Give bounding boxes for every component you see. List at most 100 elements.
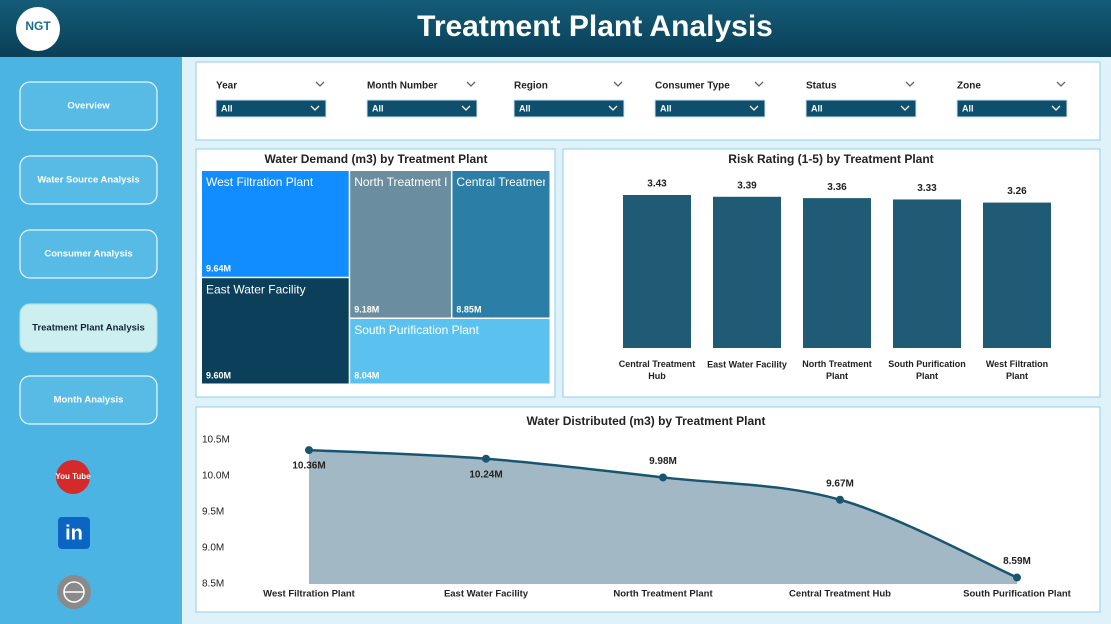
chevron	[1056, 81, 1066, 87]
filter-dropdown[interactable]	[366, 99, 478, 118]
y-tick-label: 9.5M	[202, 507, 224, 518]
chevron	[749, 105, 759, 111]
data-label: 3.43	[647, 179, 667, 190]
data-label: 3.39	[737, 180, 757, 191]
treemap-label: South Purification Plant	[354, 323, 479, 337]
chart-title: Water Distributed (m3) by Treatment Plan…	[527, 414, 766, 428]
x-tick-label: South Purification Plant	[888, 359, 966, 381]
nav-label: Water Source Analysis	[37, 175, 139, 186]
treemap-cell	[350, 319, 550, 384]
data-label: 3.36	[827, 182, 847, 193]
chevron	[905, 81, 915, 87]
treemap-label: East Water Facility	[206, 282, 306, 296]
filter-label: Region	[514, 81, 548, 92]
youtube-text: You Tube	[55, 472, 91, 481]
chevron	[466, 81, 476, 87]
treemap-cell	[202, 278, 349, 384]
chevron	[461, 105, 471, 111]
y-tick-label: 9.0M	[202, 543, 224, 554]
treemap-value: 9.64M	[206, 264, 231, 274]
nav-button[interactable]	[19, 303, 158, 353]
logo-text: NGT	[25, 19, 51, 33]
filter-value: All	[962, 103, 974, 113]
nav-label: Month Analysis	[54, 395, 124, 406]
nav-label: Treatment Plant Analysis	[32, 323, 145, 334]
x-tick-label: Central Treatment Hub	[789, 589, 891, 600]
treemap-cell	[350, 171, 451, 318]
nav-button[interactable]	[19, 229, 158, 279]
filter-dropdown[interactable]	[215, 99, 327, 118]
chevron	[613, 81, 623, 87]
x-tick-label: East Water Facility	[444, 589, 529, 600]
x-tick-label: West Filtration Plant	[263, 589, 356, 600]
filter-label: Status	[806, 81, 837, 92]
data-point	[305, 446, 313, 455]
treemap-label: Central Treatment Hub	[456, 175, 578, 189]
filter-value: All	[221, 103, 233, 113]
bar	[893, 199, 961, 348]
nav-button[interactable]	[19, 81, 158, 131]
chevron	[608, 105, 618, 111]
treemap-label: North Treatment Plant	[354, 175, 472, 189]
filter-panel	[195, 61, 1101, 141]
treemap-value: 8.85M	[456, 304, 481, 314]
data-label: 3.26	[1007, 186, 1027, 197]
chevron	[900, 105, 910, 111]
area-fill	[309, 450, 1017, 584]
data-label: 10.36M	[292, 461, 325, 472]
y-tick-label: 10.5M	[202, 435, 230, 446]
header	[0, 0, 1111, 57]
bar	[623, 195, 691, 348]
filter-label: Year	[216, 81, 237, 92]
filter-value: All	[519, 103, 531, 113]
filter-dropdown[interactable]	[513, 99, 625, 118]
filter-dropdown[interactable]	[956, 99, 1068, 118]
filter-dropdown[interactable]	[805, 99, 917, 118]
data-label: 3.33	[917, 183, 937, 194]
linkedin-icon[interactable]	[58, 517, 90, 549]
chart-title: Risk Rating (1-5) by Treatment Plant	[728, 152, 933, 166]
filter-value: All	[811, 103, 823, 113]
data-label: 9.67M	[826, 478, 854, 489]
treemap-cell	[452, 171, 550, 318]
youtube-icon[interactable]	[56, 460, 90, 494]
y-tick-label: 10.0M	[202, 471, 230, 482]
y-tick-label: 8.5M	[202, 579, 224, 590]
data-label: 10.24M	[469, 469, 502, 480]
bar	[803, 198, 871, 348]
filter-label: Consumer Type	[655, 81, 730, 92]
nav-button[interactable]	[19, 375, 158, 425]
chevron	[315, 81, 325, 87]
data-point	[1013, 573, 1021, 582]
data-point	[836, 495, 844, 504]
filter-value: All	[372, 103, 384, 113]
data-label: 9.98M	[649, 456, 677, 467]
filter-value: All	[660, 103, 672, 113]
filter-label: Month Number	[367, 81, 438, 92]
treemap-cell	[202, 171, 349, 277]
treemap-label: West Filtration Plant	[206, 175, 314, 189]
x-tick-label: North Treatment Plant	[613, 589, 713, 600]
data-point	[482, 454, 490, 463]
bar	[983, 202, 1051, 348]
filter-dropdown[interactable]	[654, 99, 766, 118]
x-tick-label: South Purification Plant	[963, 589, 1072, 600]
data-label: 8.59M	[1003, 556, 1031, 567]
filter-label: Zone	[957, 81, 981, 92]
nav-button[interactable]	[19, 155, 158, 205]
x-tick-label: West Filtration Plant	[986, 359, 1048, 381]
x-tick-label: East Water Facility	[707, 359, 787, 369]
data-point	[659, 473, 667, 482]
x-tick-label: Central Treatment Hub	[619, 359, 696, 381]
treemap-value: 9.60M	[206, 370, 231, 380]
treemap-value: 8.04M	[354, 370, 379, 380]
logo	[16, 7, 60, 51]
chevron	[754, 81, 764, 87]
nav-label: Overview	[67, 101, 110, 112]
treemap-value: 9.18M	[354, 304, 379, 314]
bar	[713, 196, 781, 348]
chevron	[1051, 105, 1061, 111]
nav-label: Consumer Analysis	[44, 249, 132, 260]
